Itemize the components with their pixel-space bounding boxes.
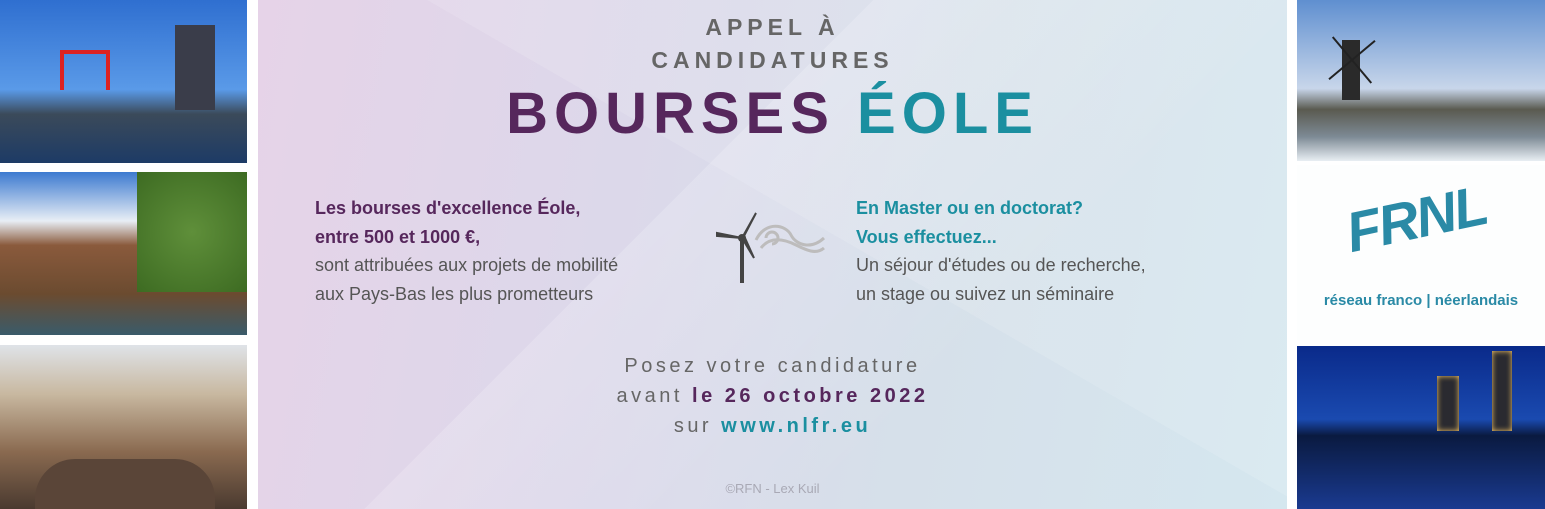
photo-rotterdam-harbour [0,0,247,163]
cta-line1: Posez votre candidature [624,355,921,377]
logo-tagline: réseau franco | néerlandais [1323,292,1519,309]
wind-turbine-icon [716,212,826,283]
right-info-block: En Master ou en doctorat? Vous effectuez… [856,198,1146,304]
photo-rotterdam-night [1297,346,1545,509]
photo-credit: ©RFN - Lex Kuil [725,481,820,496]
frnl-logo: FRNL réseau franco | néerlandais [1297,165,1545,340]
photo-utrecht-bridge [0,345,247,509]
kicker-line2: CANDIDATURES [651,47,894,73]
deadline: le 26 octobre 2022 [692,385,929,407]
website-link[interactable]: www.nlfr.eu [721,415,872,437]
left-info-block: Les bourses d'excellence Éole, entre 500… [315,198,619,304]
page-title: BOURSES ÉOLE [506,81,1039,146]
cta-line3: sur www.nlfr.eu [673,415,872,437]
cta-line2: avant le 26 octobre 2022 [616,385,929,407]
announcement-panel: APPEL À CANDIDATURES BOURSES ÉOLE Les bo… [258,0,1287,509]
logo-mark: FRNL [1340,173,1492,265]
kicker-line1: APPEL À [705,14,840,40]
photo-windmill-winter [1297,0,1545,161]
photo-canal-houses [0,172,247,335]
